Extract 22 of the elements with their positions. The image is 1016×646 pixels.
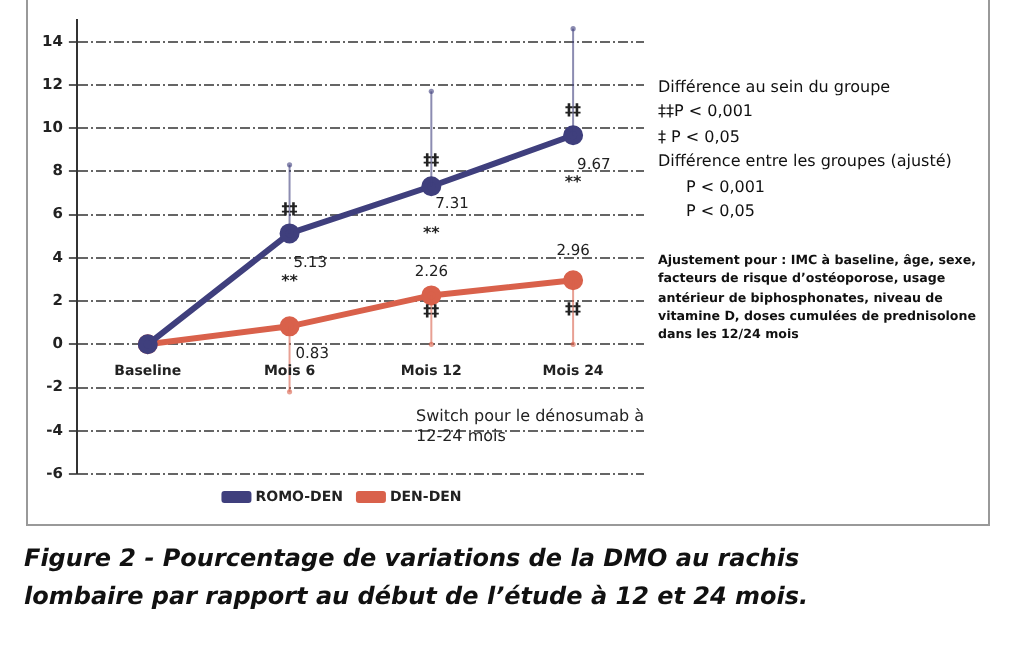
annotation: ‡‡ — [423, 302, 440, 321]
text: Différence entre les groupes (ajusté) — [658, 150, 954, 175]
text: ‡‡P < 0,001 — [658, 100, 756, 125]
point — [563, 270, 584, 291]
text: P < 0,001 — [684, 175, 768, 200]
annotation: ‡‡ — [565, 100, 582, 119]
annotation: ‡‡ — [423, 150, 440, 169]
point — [563, 125, 584, 146]
point — [279, 316, 300, 337]
point — [421, 176, 442, 197]
text: Figure 2 - Pourcentage de variations de la DMO au rachis lombaire par rapport au début de l’étude à 12 et 24 mois. — [24, 542, 811, 614]
point — [421, 285, 442, 306]
annotation: ‡‡ — [281, 200, 298, 219]
annotation: ** — [281, 271, 300, 290]
annotation: ** — [422, 224, 442, 243]
text: P < 0,05 — [684, 199, 757, 224]
annotation: ‡‡ — [565, 299, 582, 318]
text: Différence au sein du groupe — [658, 76, 893, 100]
annotation: ** — [564, 173, 584, 192]
point — [279, 223, 300, 244]
annotation: Switch pour le dénosumab à 12-24 mois — [416, 407, 645, 446]
text: ‡ P < 0,05 — [658, 125, 742, 150]
